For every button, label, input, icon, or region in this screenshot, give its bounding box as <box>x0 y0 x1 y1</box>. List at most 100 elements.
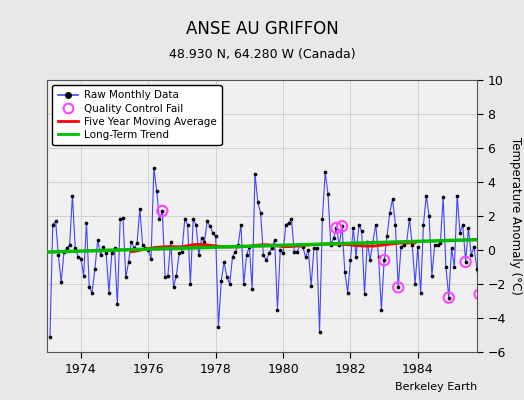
Point <box>332 225 341 231</box>
Point <box>138 242 147 248</box>
Point <box>243 252 251 258</box>
Point <box>189 216 198 222</box>
Point <box>349 225 357 231</box>
Point <box>285 220 293 226</box>
Point <box>346 257 355 263</box>
Point <box>341 269 349 275</box>
Point <box>85 284 93 290</box>
Point <box>220 259 228 265</box>
Point <box>150 165 158 172</box>
Point <box>357 228 366 234</box>
Point <box>105 289 113 296</box>
Point <box>335 242 343 248</box>
Point <box>304 247 312 253</box>
Point <box>355 221 363 228</box>
Point <box>352 254 361 260</box>
Point <box>313 245 321 252</box>
Point <box>237 221 245 228</box>
Point <box>363 238 372 245</box>
Point <box>442 264 450 270</box>
Legend: Raw Monthly Data, Quality Control Fail, Five Year Moving Average, Long-Term Tren: Raw Monthly Data, Quality Control Fail, … <box>52 85 222 145</box>
Point <box>417 289 425 296</box>
Point <box>167 238 175 245</box>
Point <box>147 255 155 262</box>
Point <box>422 192 431 199</box>
Point <box>124 259 133 265</box>
Point <box>433 242 442 248</box>
Point <box>282 221 290 228</box>
Point <box>394 284 402 290</box>
Point <box>66 242 74 248</box>
Point <box>290 248 299 255</box>
Point <box>144 247 152 253</box>
Y-axis label: Temperature Anomaly (°C): Temperature Anomaly (°C) <box>509 137 522 295</box>
Point <box>256 210 265 216</box>
Text: Berkeley Earth: Berkeley Earth <box>395 382 477 392</box>
Point <box>96 252 105 258</box>
Point <box>136 206 144 212</box>
Point <box>234 242 242 248</box>
Point <box>99 243 107 250</box>
Point <box>161 274 169 280</box>
Point <box>458 221 467 228</box>
Text: ANSE AU GRIFFON: ANSE AU GRIFFON <box>185 20 339 38</box>
Point <box>225 281 234 287</box>
Point <box>49 221 57 228</box>
Point <box>155 216 163 222</box>
Text: 48.930 N, 64.280 W (Canada): 48.930 N, 64.280 W (Canada) <box>169 48 355 61</box>
Point <box>450 264 458 270</box>
Point <box>107 250 116 257</box>
Point <box>467 252 475 258</box>
Point <box>74 254 82 260</box>
Point <box>231 248 239 255</box>
Point <box>54 252 62 258</box>
Point <box>239 281 248 287</box>
Point <box>425 213 433 219</box>
Point <box>383 233 391 240</box>
Point <box>186 281 194 287</box>
Point <box>338 223 346 229</box>
Point <box>436 240 444 246</box>
Point <box>254 199 262 206</box>
Point <box>431 242 439 248</box>
Point <box>111 245 119 252</box>
Point <box>51 218 60 224</box>
Point <box>380 257 388 263</box>
Point <box>287 216 296 222</box>
Point <box>338 223 346 229</box>
Point <box>475 291 484 298</box>
Point <box>46 334 54 340</box>
Point <box>391 221 400 228</box>
Point <box>91 266 99 272</box>
Point <box>251 170 259 177</box>
Point <box>68 192 77 199</box>
Point <box>194 252 203 258</box>
Point <box>228 254 237 260</box>
Point <box>293 248 301 255</box>
Point <box>475 291 484 298</box>
Point <box>113 301 122 308</box>
Point <box>330 235 338 241</box>
Point <box>380 257 388 263</box>
Point <box>301 254 310 260</box>
Point <box>411 281 419 287</box>
Point <box>203 218 211 224</box>
Point <box>169 284 178 290</box>
Point <box>321 169 330 175</box>
Point <box>470 243 478 250</box>
Point <box>206 223 214 229</box>
Point <box>192 221 200 228</box>
Point <box>456 230 464 236</box>
Point <box>405 216 413 222</box>
Point <box>273 306 281 313</box>
Point <box>453 192 462 199</box>
Point <box>462 259 470 265</box>
Point <box>248 286 256 292</box>
Point <box>419 221 428 228</box>
Point <box>478 289 487 296</box>
Point <box>93 237 102 243</box>
Point <box>397 243 405 250</box>
Point <box>102 250 111 257</box>
Point <box>62 245 71 252</box>
Point <box>326 242 335 248</box>
